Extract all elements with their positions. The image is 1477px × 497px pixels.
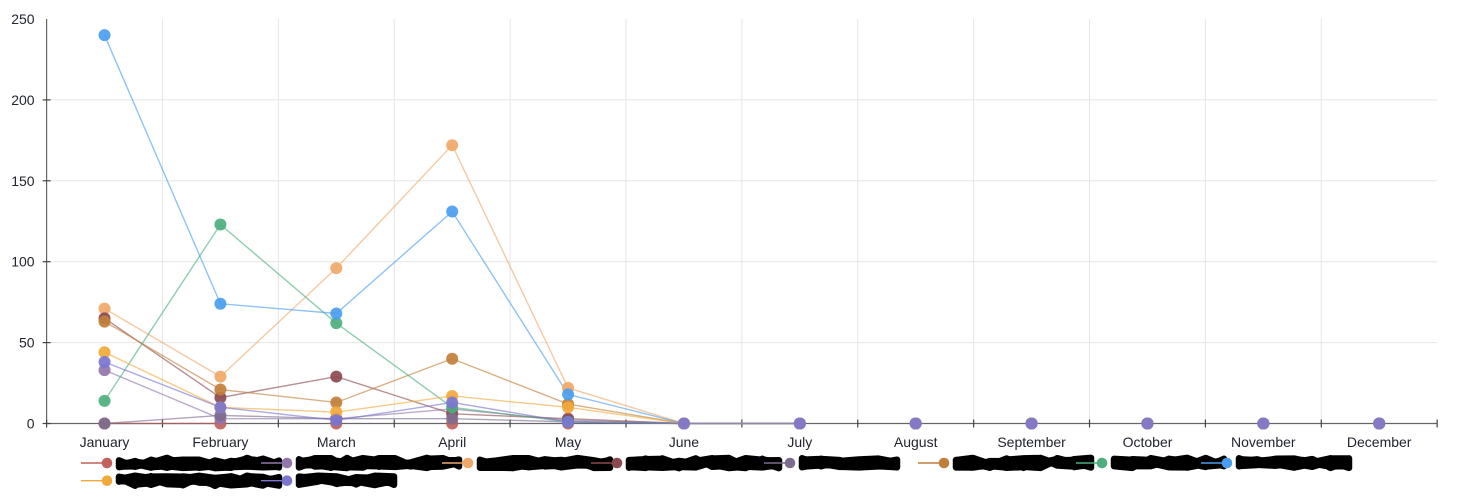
svg-text:250: 250 <box>11 11 35 27</box>
svg-text:August: August <box>894 434 938 450</box>
svg-text:100: 100 <box>11 254 35 270</box>
svg-text:October: October <box>1123 434 1173 450</box>
svg-text:150: 150 <box>11 173 35 189</box>
svg-text:December: December <box>1347 434 1412 450</box>
svg-text:March: March <box>317 434 356 450</box>
svg-text:200: 200 <box>11 92 35 108</box>
svg-text:June: June <box>669 434 700 450</box>
svg-text:April: April <box>438 434 466 450</box>
svg-text:July: July <box>787 434 812 450</box>
svg-text:September: September <box>997 434 1066 450</box>
svg-text:February: February <box>192 434 248 450</box>
svg-text:November: November <box>1231 434 1296 450</box>
svg-text:50: 50 <box>19 335 35 351</box>
svg-text:0: 0 <box>27 416 35 432</box>
svg-text:January: January <box>80 434 130 450</box>
svg-text:May: May <box>555 434 581 450</box>
